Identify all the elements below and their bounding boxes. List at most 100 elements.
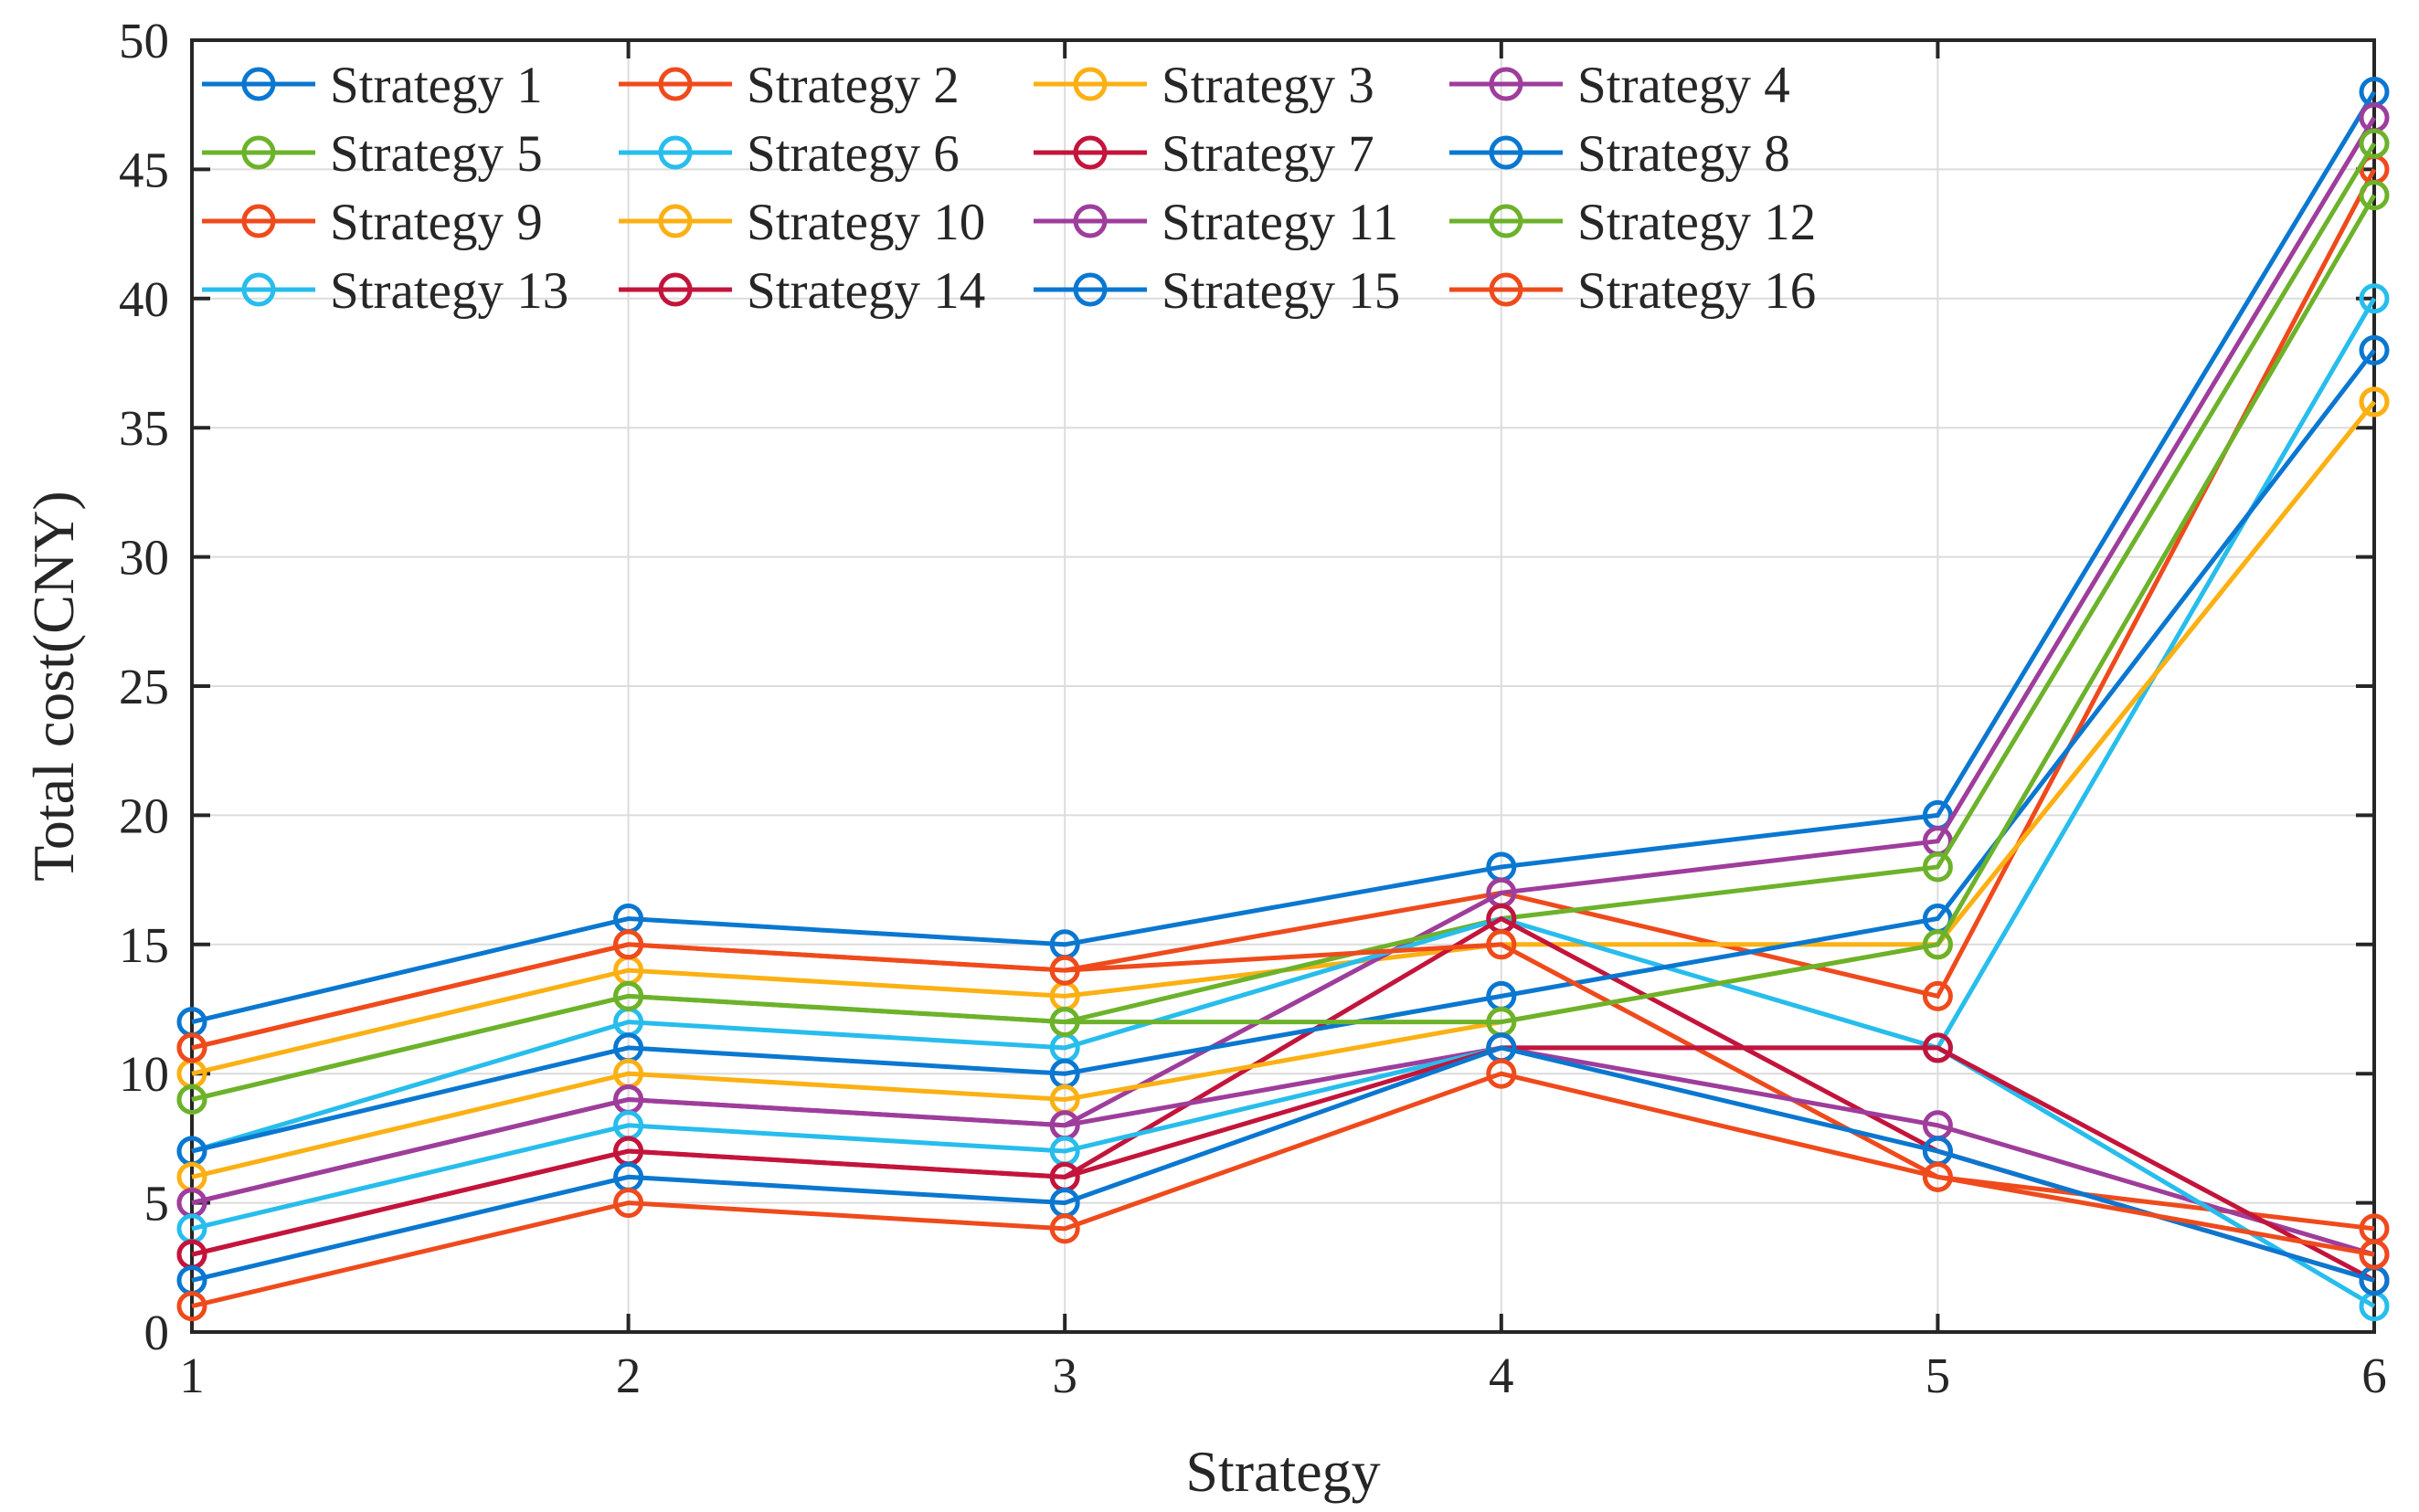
y-tick-label: 0 xyxy=(144,1305,170,1360)
data-point-marker xyxy=(1486,929,1517,960)
data-point-marker xyxy=(1049,1007,1080,1038)
legend-item-strategy-4: Strategy 4 xyxy=(1449,57,1790,114)
y-tick-label: 10 xyxy=(119,1046,169,1102)
series-strategy-16 xyxy=(176,1058,2390,1322)
legend-item-label: Strategy 13 xyxy=(330,262,568,320)
legend-swatch-marker xyxy=(1073,135,1108,170)
legend-swatch-marker xyxy=(658,67,693,101)
legend-item-strategy-5: Strategy 5 xyxy=(202,125,543,183)
legend-item-strategy-10: Strategy 10 xyxy=(619,194,985,251)
legend-item-label: Strategy 16 xyxy=(1577,262,1816,320)
legend-item-strategy-1: Strategy 1 xyxy=(202,57,543,114)
series-line xyxy=(191,1045,2376,1308)
legend-item-label: Strategy 1 xyxy=(330,57,543,114)
data-point-marker xyxy=(1922,1032,1953,1063)
legend-item-label: Strategy 14 xyxy=(747,262,985,320)
legend-item-strategy-16: Strategy 16 xyxy=(1449,262,1816,320)
legend-item-label: Strategy 8 xyxy=(1577,125,1790,183)
legend-swatch-marker xyxy=(1489,135,1523,170)
y-tick-label: 20 xyxy=(119,788,169,843)
legend-item-strategy-11: Strategy 11 xyxy=(1034,194,1398,251)
series-line xyxy=(191,194,2377,1102)
x-axis-label: Strategy xyxy=(1185,1439,1380,1504)
y-tick-label: 50 xyxy=(119,13,169,69)
legend-item-label: Strategy 6 xyxy=(747,125,960,183)
legend-item-label: Strategy 10 xyxy=(747,194,985,251)
legend-swatch-marker xyxy=(1489,272,1523,307)
y-tick-label: 30 xyxy=(119,530,169,586)
legend-swatch-marker xyxy=(1489,204,1523,238)
y-tick-label: 25 xyxy=(119,659,169,714)
legend-item-strategy-12: Strategy 12 xyxy=(1449,194,1816,251)
legend-item-strategy-7: Strategy 7 xyxy=(1034,125,1374,183)
data-point-marker xyxy=(613,929,644,960)
legend-swatch-marker xyxy=(658,204,693,238)
x-tick-label: 4 xyxy=(1489,1348,1514,1403)
legend-item-strategy-15: Strategy 15 xyxy=(1034,262,1400,320)
legend-item-strategy-13: Strategy 13 xyxy=(202,262,568,320)
data-point-marker xyxy=(613,980,644,1011)
legend-swatch-marker xyxy=(241,272,276,307)
legend-swatch-marker xyxy=(1073,272,1108,307)
data-point-marker xyxy=(1486,1058,1517,1089)
series-line xyxy=(191,90,2377,1025)
grid-layer xyxy=(192,40,2374,1332)
legend-item-label: Strategy 3 xyxy=(1162,57,1374,114)
legend-item-label: Strategy 4 xyxy=(1577,57,1790,114)
data-point-marker xyxy=(2359,1239,2390,1270)
series-strategy-10 xyxy=(176,386,2390,1192)
data-point-marker xyxy=(2359,334,2390,365)
data-point-marker xyxy=(176,1291,207,1322)
series-line xyxy=(191,1045,2376,1283)
data-point-marker xyxy=(2359,180,2390,211)
legend-swatch-marker xyxy=(241,204,276,238)
y-tick-label: 5 xyxy=(144,1176,170,1232)
legend-item-label: Strategy 12 xyxy=(1577,194,1816,251)
series-strategy-8 xyxy=(176,334,2390,1167)
data-point-marker xyxy=(176,1084,207,1115)
legend-item-label: Strategy 5 xyxy=(330,125,543,183)
legend-swatch-marker xyxy=(658,272,693,307)
series-line xyxy=(191,348,2376,1154)
series-line xyxy=(191,942,2375,1232)
y-tick-label: 15 xyxy=(119,917,169,973)
legend-item-strategy-14: Strategy 14 xyxy=(619,262,985,320)
series-line xyxy=(191,297,2377,1154)
x-tick-label: 5 xyxy=(1926,1348,1951,1403)
legend: Strategy 1 Strategy 2 Strategy 3 Strategy 4… xyxy=(202,57,1816,320)
x-tick-label: 2 xyxy=(616,1348,642,1403)
y-tick-label: 45 xyxy=(119,142,169,197)
x-tick-label: 1 xyxy=(179,1348,205,1403)
legend-swatch-marker xyxy=(241,67,276,101)
legend-item-strategy-6: Strategy 6 xyxy=(619,125,960,183)
legend-swatch-marker xyxy=(1073,204,1108,238)
data-point-marker xyxy=(1922,980,1953,1011)
data-point-marker xyxy=(2359,128,2390,159)
x-tick-label: 3 xyxy=(1052,1348,1077,1403)
data-point-marker xyxy=(1922,851,1953,883)
legend-item-label: Strategy 11 xyxy=(1162,194,1398,251)
data-point-marker xyxy=(176,1032,207,1063)
data-point-marker xyxy=(1049,955,1080,986)
data-point-marker xyxy=(1922,929,1953,960)
y-axis-label: Total cost(CNY) xyxy=(21,491,86,881)
x-tick-label: 6 xyxy=(2361,1348,2387,1403)
series-line xyxy=(191,1071,2375,1309)
legend-item-strategy-8: Strategy 8 xyxy=(1449,125,1790,183)
data-point-marker xyxy=(613,1188,644,1219)
data-point-marker xyxy=(2359,283,2390,314)
y-tick-label: 40 xyxy=(119,271,169,327)
series-strategy-6 xyxy=(176,283,2390,1167)
data-point-marker xyxy=(1922,1161,1953,1192)
legend-item-strategy-3: Strategy 3 xyxy=(1034,57,1374,114)
legend-swatch-marker xyxy=(658,135,693,170)
legend-item-strategy-9: Strategy 9 xyxy=(202,194,543,251)
series-line xyxy=(191,400,2376,1076)
y-tick-label: 35 xyxy=(119,400,169,456)
legend-item-label: Strategy 9 xyxy=(330,194,543,251)
series-line xyxy=(191,1045,2375,1257)
series-line xyxy=(191,1045,2375,1283)
legend-swatch-marker xyxy=(241,135,276,170)
